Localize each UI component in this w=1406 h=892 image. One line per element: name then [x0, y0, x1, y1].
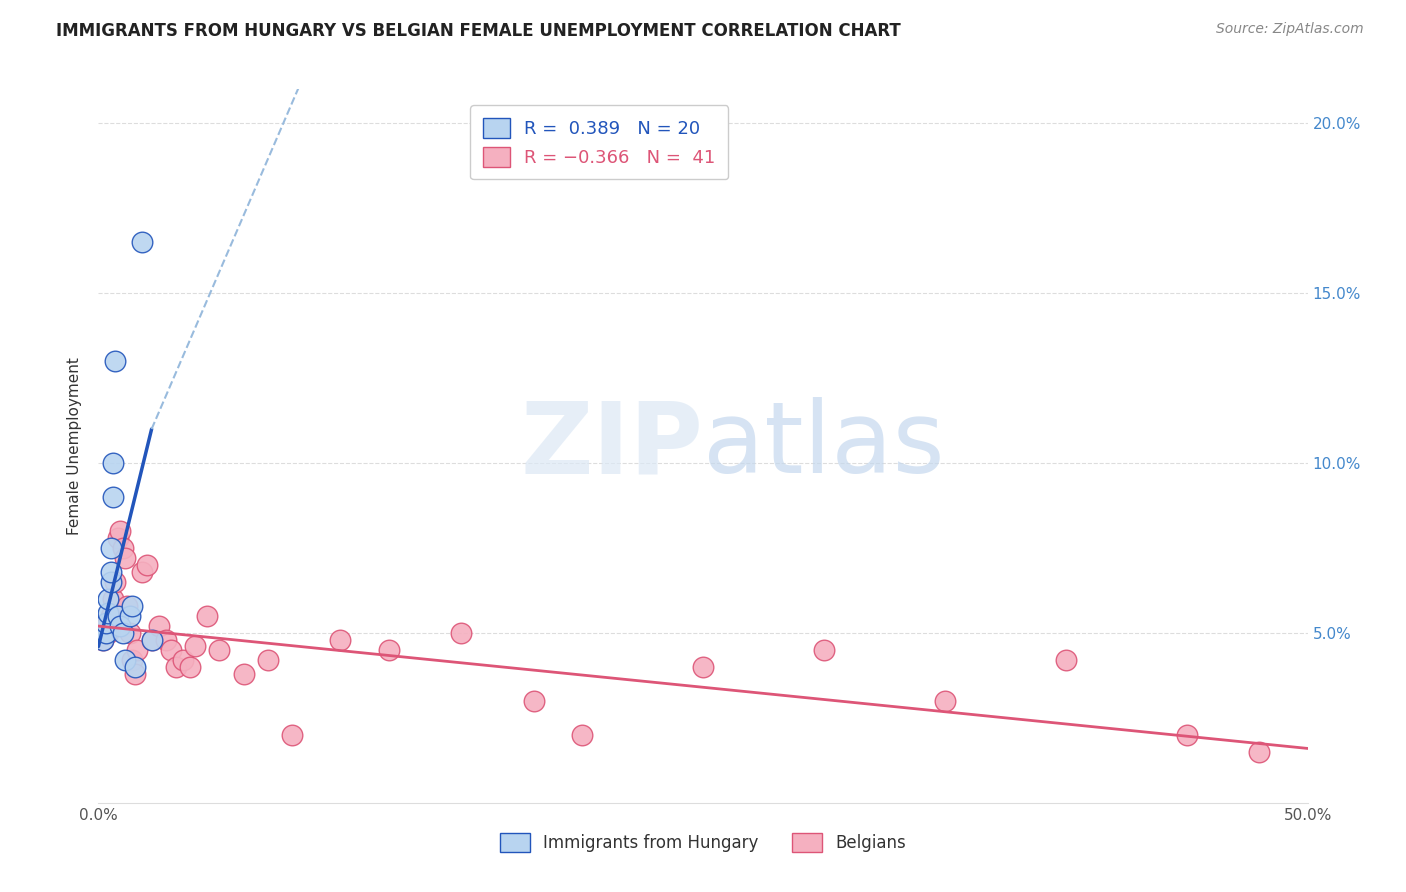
Point — [101, 490, 124, 504]
Point — [1249, 745, 1271, 759]
Point — [111, 541, 134, 555]
Point — [114, 653, 136, 667]
Point — [97, 626, 120, 640]
Text: ZIP: ZIP — [520, 398, 703, 494]
Point — [94, 626, 117, 640]
Point — [523, 694, 546, 708]
Point — [148, 619, 170, 633]
Point — [100, 541, 122, 555]
Point — [108, 524, 131, 538]
Point — [179, 660, 201, 674]
Point — [108, 619, 131, 633]
Point — [114, 551, 136, 566]
Point — [692, 660, 714, 674]
Point — [131, 565, 153, 579]
Point — [281, 728, 304, 742]
Point — [571, 728, 593, 742]
Point — [121, 599, 143, 613]
Point — [141, 632, 163, 647]
Point — [141, 632, 163, 647]
Point — [232, 666, 254, 681]
Point — [124, 660, 146, 674]
Point — [100, 565, 122, 579]
Point — [94, 619, 117, 633]
Point — [127, 643, 149, 657]
Point — [101, 591, 124, 606]
Point — [208, 643, 231, 657]
Point — [813, 643, 835, 657]
Point — [94, 615, 117, 630]
Point — [165, 660, 187, 674]
Point — [1175, 728, 1198, 742]
Point — [91, 632, 114, 647]
Point — [107, 531, 129, 545]
Point — [155, 632, 177, 647]
Point — [131, 235, 153, 249]
Point — [450, 626, 472, 640]
Point — [329, 632, 352, 647]
Text: Source: ZipAtlas.com: Source: ZipAtlas.com — [1216, 22, 1364, 37]
Point — [97, 606, 120, 620]
Point — [256, 653, 278, 667]
Point — [377, 643, 399, 657]
Text: atlas: atlas — [703, 398, 945, 494]
Point — [117, 599, 139, 613]
Point — [104, 354, 127, 368]
Point — [124, 666, 146, 681]
Point — [121, 653, 143, 667]
Point — [100, 608, 122, 623]
Point — [118, 626, 141, 640]
Point — [111, 626, 134, 640]
Point — [97, 591, 120, 606]
Text: IMMIGRANTS FROM HUNGARY VS BELGIAN FEMALE UNEMPLOYMENT CORRELATION CHART: IMMIGRANTS FROM HUNGARY VS BELGIAN FEMAL… — [56, 22, 901, 40]
Point — [1054, 653, 1077, 667]
Point — [91, 632, 114, 647]
Point — [107, 608, 129, 623]
Point — [172, 653, 194, 667]
Point — [184, 640, 207, 654]
Point — [135, 558, 157, 572]
Point — [160, 643, 183, 657]
Point — [195, 608, 218, 623]
Point — [118, 608, 141, 623]
Legend: Immigrants from Hungary, Belgians: Immigrants from Hungary, Belgians — [494, 827, 912, 859]
Y-axis label: Female Unemployment: Female Unemployment — [67, 357, 83, 535]
Point — [100, 574, 122, 589]
Point — [934, 694, 956, 708]
Point — [101, 456, 124, 470]
Point — [104, 574, 127, 589]
